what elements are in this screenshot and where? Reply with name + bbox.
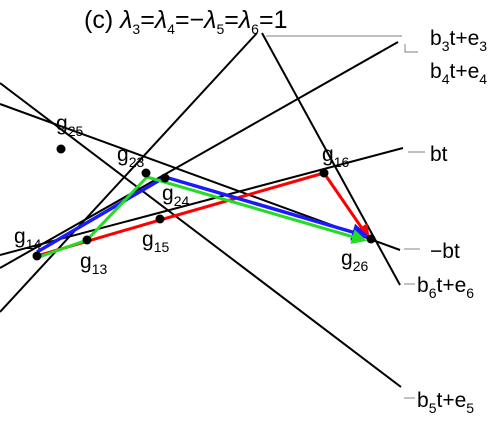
point-g14 xyxy=(32,251,42,261)
label-b3: b3t+e3 xyxy=(430,27,487,54)
label-neg-bt: −bt xyxy=(430,240,460,263)
point-g25 xyxy=(56,144,66,154)
line-b3 xyxy=(0,32,258,313)
label-g26: g26 xyxy=(341,247,368,274)
line-family xyxy=(0,32,404,388)
label-g13: g13 xyxy=(80,250,107,277)
label-g25: g25 xyxy=(56,112,83,139)
blue-arrow xyxy=(164,175,370,241)
point-g23 xyxy=(141,168,151,178)
leader-lines xyxy=(266,35,425,399)
green-arrow xyxy=(146,175,367,244)
point-labels: g25 g23 g16 g24 g14 g15 g13 g26 xyxy=(14,112,368,277)
label-g16: g16 xyxy=(322,143,349,170)
figure-title: (c) λ3=λ4=−λ5=λ6=1 xyxy=(84,6,287,37)
leader-b4 xyxy=(404,44,418,53)
green-path-segment xyxy=(38,175,149,259)
intersection-points xyxy=(32,144,376,261)
label-bt: bt xyxy=(430,143,448,166)
line-b4 xyxy=(0,41,399,269)
line-b6 xyxy=(261,32,401,286)
point-g26 xyxy=(366,234,376,244)
label-b5: b5t+e5 xyxy=(417,389,474,416)
label-b6: b6t+e6 xyxy=(417,274,474,301)
label-g24: g24 xyxy=(162,182,189,209)
blue-path-segment xyxy=(36,175,166,254)
label-b4: b4t+e4 xyxy=(430,60,487,87)
line-b5 xyxy=(0,82,402,388)
label-g23: g23 xyxy=(117,143,144,170)
label-g14: g14 xyxy=(14,225,41,252)
point-g13 xyxy=(82,235,92,245)
point-g15 xyxy=(155,214,165,224)
point-g24 xyxy=(160,173,170,183)
line-labels: b3t+e3 b4t+e4 bt −bt b6t+e6 b5t+e5 xyxy=(417,27,487,416)
blue-path xyxy=(36,175,370,254)
label-g15: g15 xyxy=(142,228,169,255)
point-g16 xyxy=(319,168,329,178)
